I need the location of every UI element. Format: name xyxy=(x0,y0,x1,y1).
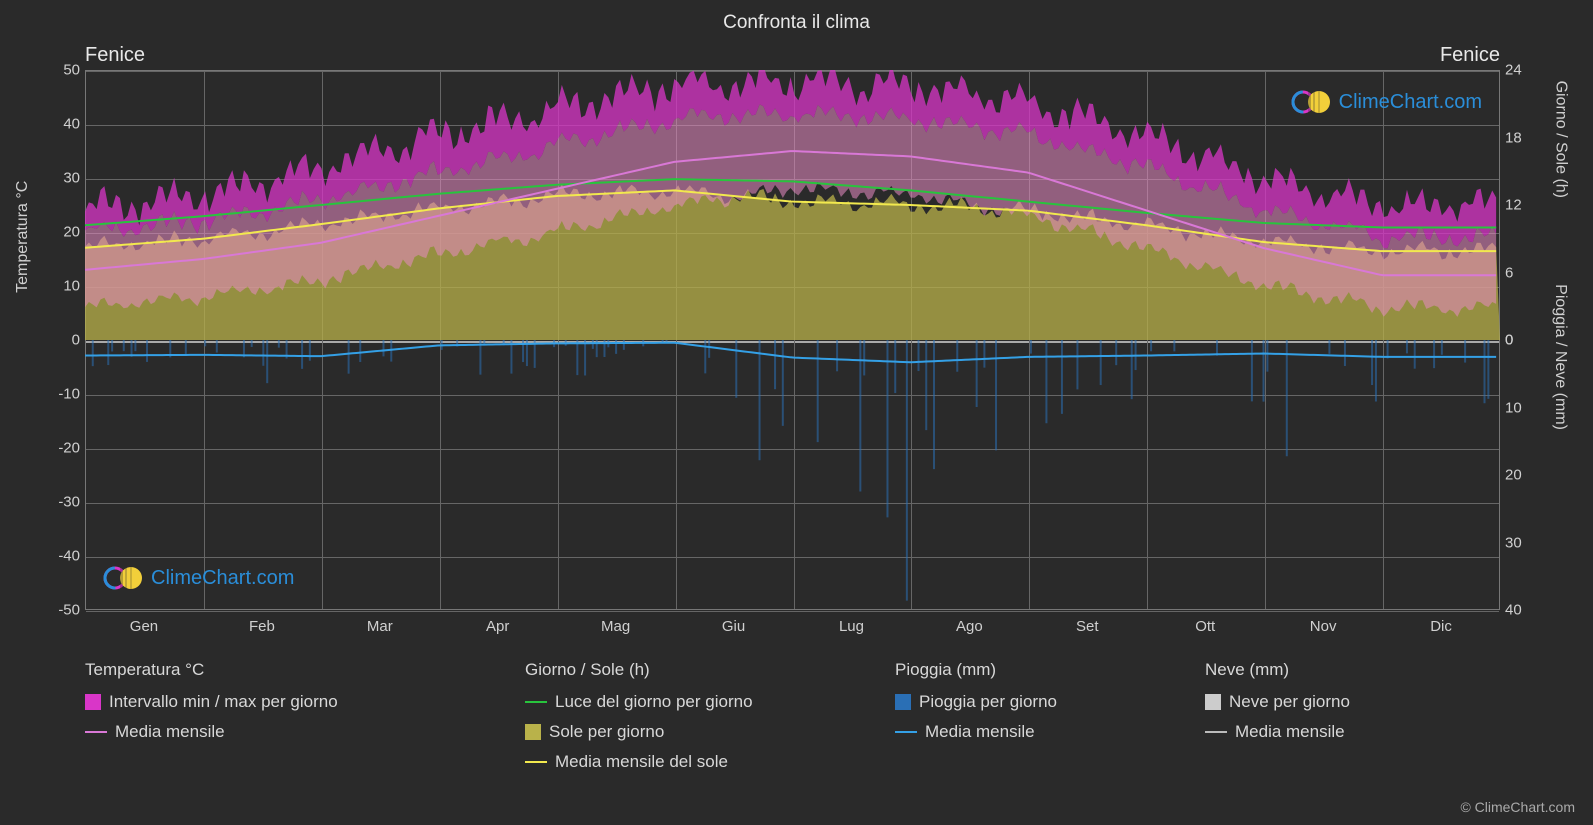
swatch-icon xyxy=(895,694,911,710)
legend-col-giorno: Giorno / Sole (h) Luce del giorno per gi… xyxy=(525,660,855,772)
y-axis-right-lower-label: Pioggia / Neve (mm) xyxy=(1551,284,1569,430)
legend-col-neve: Neve (mm) Neve per giorno Media mensile xyxy=(1205,660,1455,772)
legend-item: Intervallo min / max per giorno xyxy=(85,692,485,712)
y-axis-right-upper-label: Giorno / Sole (h) xyxy=(1551,80,1569,197)
legend-item: Neve per giorno xyxy=(1205,692,1455,712)
city-label-right: Fenice xyxy=(1440,44,1500,67)
legend-label: Sole per giorno xyxy=(549,722,664,742)
legend-header: Temperatura °C xyxy=(85,660,485,680)
legend-label: Pioggia per giorno xyxy=(919,692,1057,712)
legend-header: Pioggia (mm) xyxy=(895,660,1165,680)
legend-label: Luce del giorno per giorno xyxy=(555,692,753,712)
plot-area: Fenice Fenice Temperatura °C Giorno / So… xyxy=(85,70,1500,610)
legend-col-pioggia: Pioggia (mm) Pioggia per giorno Media me… xyxy=(895,660,1165,772)
swatch-icon xyxy=(1205,731,1227,733)
legend-col-temperatura: Temperatura °C Intervallo min / max per … xyxy=(85,660,485,772)
legend-item: Media mensile del sole xyxy=(525,752,855,772)
copyright-text: © ClimeChart.com xyxy=(1460,799,1575,815)
logo-icon xyxy=(1291,88,1333,116)
watermark-bottom: ClimeChart.com xyxy=(103,564,294,592)
swatch-icon xyxy=(525,724,541,740)
legend-label: Neve per giorno xyxy=(1229,692,1350,712)
legend-item: Media mensile xyxy=(85,722,485,742)
chart-title: Confronta il clima xyxy=(0,0,1593,34)
swatch-icon xyxy=(85,731,107,733)
legend-header: Giorno / Sole (h) xyxy=(525,660,855,680)
legend-item: Media mensile xyxy=(1205,722,1455,742)
legend-item: Luce del giorno per giorno xyxy=(525,692,855,712)
legend-item: Media mensile xyxy=(895,722,1165,742)
swatch-icon xyxy=(1205,694,1221,710)
logo-icon xyxy=(103,564,145,592)
y-axis-left-label: Temperatura °C xyxy=(14,181,32,293)
swatch-icon xyxy=(525,761,547,763)
watermark-text: ClimeChart.com xyxy=(151,567,294,590)
swatch-icon xyxy=(525,701,547,703)
legend-label: Media mensile xyxy=(925,722,1035,742)
legend-item: Pioggia per giorno xyxy=(895,692,1165,712)
chart-canvas xyxy=(85,70,1500,610)
legend-item: Sole per giorno xyxy=(525,722,855,742)
legend-header: Neve (mm) xyxy=(1205,660,1455,680)
legend-label: Media mensile xyxy=(1235,722,1345,742)
watermark-top: ClimeChart.com xyxy=(1291,88,1482,116)
swatch-icon xyxy=(85,694,101,710)
legend-label: Media mensile del sole xyxy=(555,752,728,772)
swatch-icon xyxy=(895,731,917,733)
legend: Temperatura °C Intervallo min / max per … xyxy=(85,660,1533,772)
city-label-left: Fenice xyxy=(85,44,145,67)
watermark-text: ClimeChart.com xyxy=(1339,91,1482,114)
legend-label: Intervallo min / max per giorno xyxy=(109,692,338,712)
legend-label: Media mensile xyxy=(115,722,225,742)
